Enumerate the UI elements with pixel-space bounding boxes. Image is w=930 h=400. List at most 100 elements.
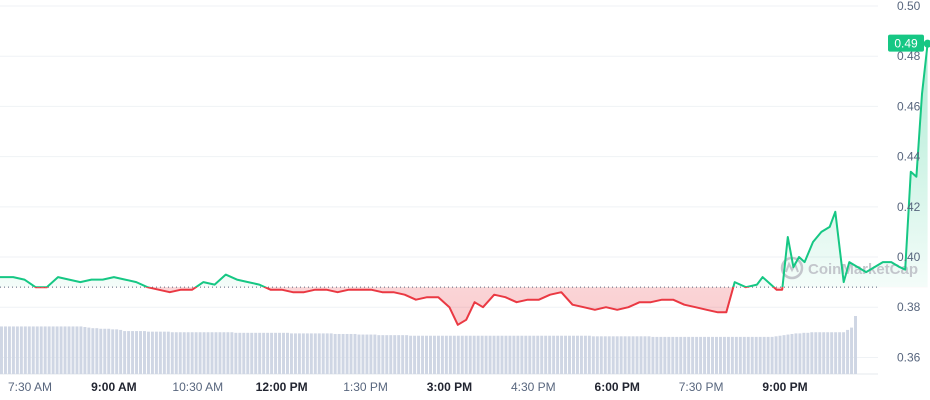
volume-bar <box>850 327 854 374</box>
x-tick-label: 3:00 PM <box>427 380 472 394</box>
volume-bar <box>492 335 496 374</box>
volume-bar <box>345 333 349 374</box>
volume-bar <box>464 335 468 374</box>
volume-bar <box>806 332 810 374</box>
volume-bar <box>47 326 51 374</box>
volume-bar <box>329 333 333 374</box>
volume-bar <box>834 332 838 374</box>
volume-bar <box>460 335 464 374</box>
volume-bar <box>349 333 353 374</box>
volume-bar <box>814 332 818 374</box>
volume-bar <box>734 336 738 374</box>
volume-bar <box>321 333 325 374</box>
volume-bar <box>385 335 389 374</box>
volume-bar <box>389 335 393 374</box>
volume-bar <box>75 326 79 374</box>
volume-bar <box>838 332 842 374</box>
price-line <box>0 43 929 326</box>
volume-bar <box>687 336 691 374</box>
y-tick-label: 0.46 <box>897 99 921 113</box>
volume-bar <box>846 329 850 374</box>
volume-bar <box>166 331 170 374</box>
volume-bar <box>357 334 361 374</box>
volume-bar <box>7 326 11 374</box>
y-tick-label: 0.50 <box>897 0 921 13</box>
volume-bar <box>91 328 95 374</box>
volume-bar <box>79 326 83 374</box>
grid-lines <box>0 5 878 375</box>
volume-bar <box>548 335 552 374</box>
volume-bar <box>405 335 409 374</box>
y-tick-label: 0.36 <box>897 350 921 364</box>
volume-bar <box>575 335 579 374</box>
last-price-point[interactable] <box>923 39 930 48</box>
volume-bar <box>671 336 675 374</box>
volume-bar <box>778 335 782 374</box>
area-fill-up <box>0 43 928 288</box>
volume-bar <box>452 335 456 374</box>
volume-bar <box>444 335 448 374</box>
current-price-label: 0.49 <box>894 37 918 51</box>
x-tick-label: 4:30 PM <box>511 380 556 394</box>
volume-bar <box>699 336 703 374</box>
volume-bar <box>135 331 139 374</box>
volume-bar <box>397 335 401 374</box>
volume-bar <box>289 333 293 374</box>
x-tick-label: 1:30 PM <box>343 380 388 394</box>
volume-bar <box>504 335 508 374</box>
volume-bar <box>544 335 548 374</box>
volume-bar <box>162 331 166 374</box>
volume-bar <box>127 331 131 374</box>
volume-bar <box>746 336 750 374</box>
volume-bar <box>802 332 806 374</box>
volume-bar <box>591 336 595 374</box>
volume-bar <box>579 335 583 374</box>
volume-bar <box>842 332 846 374</box>
volume-bar <box>59 326 63 374</box>
volume-bar <box>635 336 639 374</box>
volume-bar <box>262 332 266 374</box>
volume-bar <box>587 335 591 374</box>
volume-bar <box>131 331 135 374</box>
x-tick-label: 10:30 AM <box>172 380 223 394</box>
y-tick-label: 0.38 <box>897 300 921 314</box>
volume-bar <box>194 332 198 374</box>
volume-bar <box>532 335 536 374</box>
volume-bar <box>711 336 714 374</box>
volume-bar <box>520 335 524 374</box>
volume-bar <box>512 335 516 374</box>
volume-bar <box>647 336 651 374</box>
volume-bar <box>774 336 778 374</box>
volume-bar <box>305 333 309 374</box>
volume-bar <box>750 336 754 374</box>
volume-bar <box>3 326 7 374</box>
volume-bar <box>51 326 55 374</box>
volume-bar <box>234 332 238 374</box>
volume-bar <box>782 335 786 374</box>
area-fill-down <box>0 287 928 325</box>
volume-bar <box>556 335 560 374</box>
volume-bar <box>111 329 115 374</box>
volume-bar <box>683 336 687 374</box>
volume-bar <box>103 328 107 374</box>
volume-bar <box>560 335 564 374</box>
volume-bar <box>794 333 798 374</box>
volume-bar <box>627 336 631 374</box>
volume-bars <box>0 316 857 374</box>
volume-bar <box>480 335 484 374</box>
volume-bar <box>274 332 278 374</box>
volume-bar <box>278 332 282 374</box>
x-tick-label: 7:30 AM <box>8 380 52 394</box>
volume-bar <box>19 326 23 374</box>
volume-bar <box>722 336 726 374</box>
volume-bar <box>552 335 556 374</box>
volume-bar <box>210 332 214 374</box>
volume-bar <box>707 336 711 374</box>
volume-bar <box>615 336 619 374</box>
volume-bar <box>623 336 627 374</box>
volume-bar <box>436 335 440 374</box>
volume-bar <box>655 336 659 374</box>
volume-bar <box>448 335 452 374</box>
volume-bar <box>190 332 194 374</box>
